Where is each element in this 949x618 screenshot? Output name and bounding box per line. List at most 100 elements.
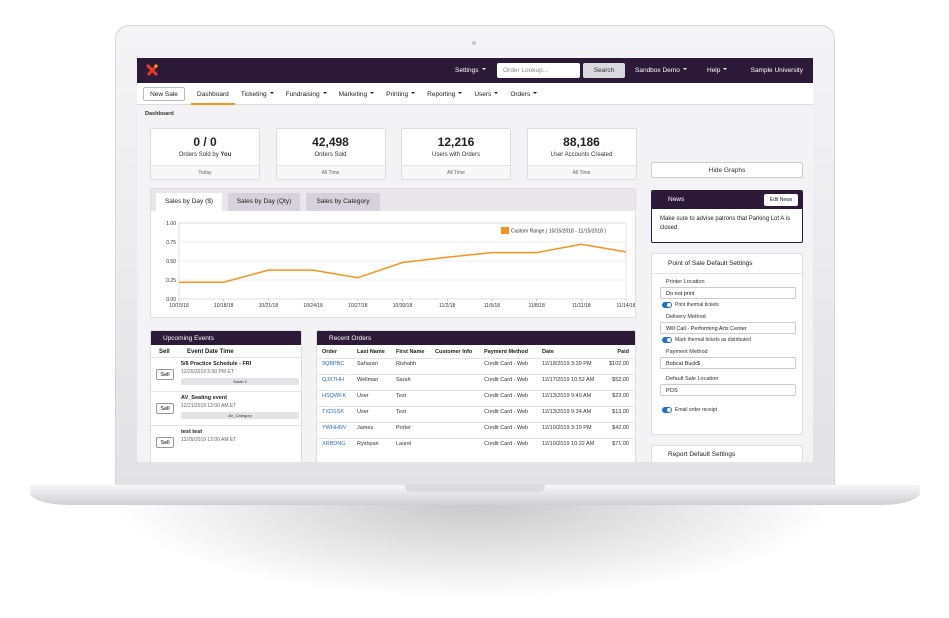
toggle-label: Email order receipt xyxy=(675,407,717,413)
order-cell: User xyxy=(357,393,369,399)
order-cell: Credit Card - Web xyxy=(484,425,529,431)
chart-tab[interactable]: Sales by Day (Qty) xyxy=(228,193,300,211)
column-header: Order xyxy=(322,349,337,355)
pos-panel: Point of Sale Default Settings Printer Lo… xyxy=(651,253,803,435)
stat-label: Orders Sold xyxy=(277,152,385,158)
shadow xyxy=(110,500,840,600)
nav-tab[interactable]: Marketing xyxy=(333,83,381,105)
x-tick-label: 10/15/18 xyxy=(169,303,189,309)
org-name[interactable]: Sample University xyxy=(750,67,803,74)
stat-label: User Accounts Created xyxy=(528,152,636,158)
column-header: Customer Info xyxy=(435,349,473,355)
order-cell: Sarah xyxy=(396,377,411,383)
order-link[interactable]: XRBDNG xyxy=(322,441,346,447)
column-header: Event Date Time xyxy=(187,349,234,355)
nav-tab[interactable]: Users xyxy=(468,83,504,105)
event-date: 12/21/2019 12:00 AM ET xyxy=(181,403,237,409)
stat-label-text: User Accounts Created xyxy=(550,152,613,158)
stat-period: Today xyxy=(151,165,259,179)
y-tick-label: 0.75 xyxy=(166,240,176,246)
chart-tab[interactable]: Sales by Category xyxy=(306,193,380,211)
order-cell: Rishabh xyxy=(396,361,417,367)
order-link[interactable]: 9QBPBC xyxy=(322,361,345,367)
order-cell: Credit Card - Web xyxy=(484,409,529,415)
toggle[interactable] xyxy=(662,337,672,343)
order-cell: 12/13/2019 9:40 AM xyxy=(542,393,592,399)
sell-button[interactable]: Sell xyxy=(156,403,174,414)
stat-value: 88,186 xyxy=(563,135,600,149)
row-divider xyxy=(317,422,635,423)
account-menu[interactable]: Sandbox Demo xyxy=(635,67,687,74)
settings-menu[interactable]: Settings xyxy=(455,67,486,74)
events-panel: Upcoming Events Sell Event Date Time Sell 5/… xyxy=(150,330,302,462)
order-link[interactable]: YWHHNV xyxy=(322,425,347,431)
column-header: Paid xyxy=(617,349,629,355)
laptop-base xyxy=(30,485,920,505)
sell-button[interactable]: Sell xyxy=(156,437,174,448)
toggle[interactable] xyxy=(662,302,672,308)
event-tag: AV_Category xyxy=(181,412,299,419)
new-sale-button[interactable]: New Sale xyxy=(143,87,185,101)
nav-tab[interactable]: Reporting xyxy=(421,83,468,105)
setting-label: Default Sale Location xyxy=(666,376,719,382)
order-cell: $102.00 xyxy=(609,361,629,367)
nav-tab[interactable]: Fundraising xyxy=(280,83,333,105)
logo xyxy=(145,63,159,77)
camera xyxy=(472,41,476,45)
x-tick-label: 10/18/18 xyxy=(214,303,234,309)
events-header: Upcoming Events xyxy=(151,331,301,345)
pos-header: Point of Sale Default Settings xyxy=(652,254,802,274)
order-cell: Laurel xyxy=(396,441,412,447)
nav-tab[interactable]: Ticketing xyxy=(235,83,280,105)
order-cell: 12/18/2019 3:39 PM xyxy=(542,361,592,367)
row-divider xyxy=(317,390,635,391)
order-cell: 12/13/2019 9:34 AM xyxy=(542,409,592,415)
y-tick-label: 0.00 xyxy=(166,297,176,303)
toggle[interactable] xyxy=(662,407,672,413)
row-divider xyxy=(317,358,635,359)
event-date: 12/20/2019 5:00 PM ET xyxy=(181,369,234,375)
order-cell: Test xyxy=(396,409,407,415)
event-name: 5/6 Practice Schedule - FRI xyxy=(181,361,252,367)
order-link[interactable]: TXDSSK xyxy=(322,409,345,415)
nav-tab[interactable]: Printing xyxy=(380,83,421,105)
news-text: Make sure to advise patrons that Parking… xyxy=(660,216,791,231)
order-cell: User xyxy=(357,409,369,415)
setting-select[interactable]: Bobcat Buck$ xyxy=(660,357,796,369)
column-header: Date xyxy=(542,349,554,355)
search-input[interactable]: Order Lookup... xyxy=(497,63,580,78)
y-tick-label: 0.25 xyxy=(166,278,176,284)
nav-tab[interactable]: Dashboard xyxy=(191,83,235,105)
stat-card: 42,498 Orders Sold All Time xyxy=(275,128,386,180)
y-tick-label: 0.50 xyxy=(166,259,176,265)
order-cell: Saharan xyxy=(357,361,378,367)
setting-label: Delivery Method xyxy=(666,314,706,320)
hide-graphs-button[interactable]: Hide Graphs xyxy=(651,162,803,178)
setting-select[interactable]: Will Call - Performing Arts Center xyxy=(660,322,796,334)
stat-card: 12,216 Users with Orders All Time xyxy=(401,128,511,180)
stat-value: 0 / 0 xyxy=(193,135,217,149)
order-cell: Credit Card - Web xyxy=(484,361,529,367)
stat-label-text: Users with Orders xyxy=(431,152,480,158)
row-divider xyxy=(151,391,301,392)
order-cell: $13.00 xyxy=(612,409,629,415)
nav-tab[interactable]: Orders xyxy=(504,83,543,105)
stat-label-text: Orders Sold xyxy=(314,152,347,158)
edit-news-button[interactable]: Edit News xyxy=(764,194,798,206)
stat-card: 0 / 0 Orders Sold by You Today xyxy=(150,128,260,180)
order-link[interactable]: QJXTHH xyxy=(322,377,344,383)
help-menu[interactable]: Help xyxy=(707,67,727,74)
news-panel: News Edit News Make sure to advise patrons… xyxy=(651,190,803,243)
stat-card: 88,186 User Accounts Created All Time xyxy=(526,128,637,180)
sell-button[interactable]: Sell xyxy=(156,369,174,380)
row-divider xyxy=(317,374,635,375)
chart-panel: Sales by Day ($) Sales by Day (Qty) Sales … xyxy=(150,188,636,318)
search-button[interactable]: Search xyxy=(583,63,625,78)
setting-select[interactable]: Do not print xyxy=(660,287,796,299)
setting-select[interactable]: POS xyxy=(660,384,796,396)
legend-label: Custom Range ( 10/15/2018 - 11/15/2018 ) xyxy=(511,229,606,235)
chart-tab[interactable]: Sales by Day ($) xyxy=(156,193,222,211)
order-link[interactable]: HSQWFK xyxy=(322,393,347,399)
order-cell: 12/10/2019 3:19 PM xyxy=(542,425,592,431)
